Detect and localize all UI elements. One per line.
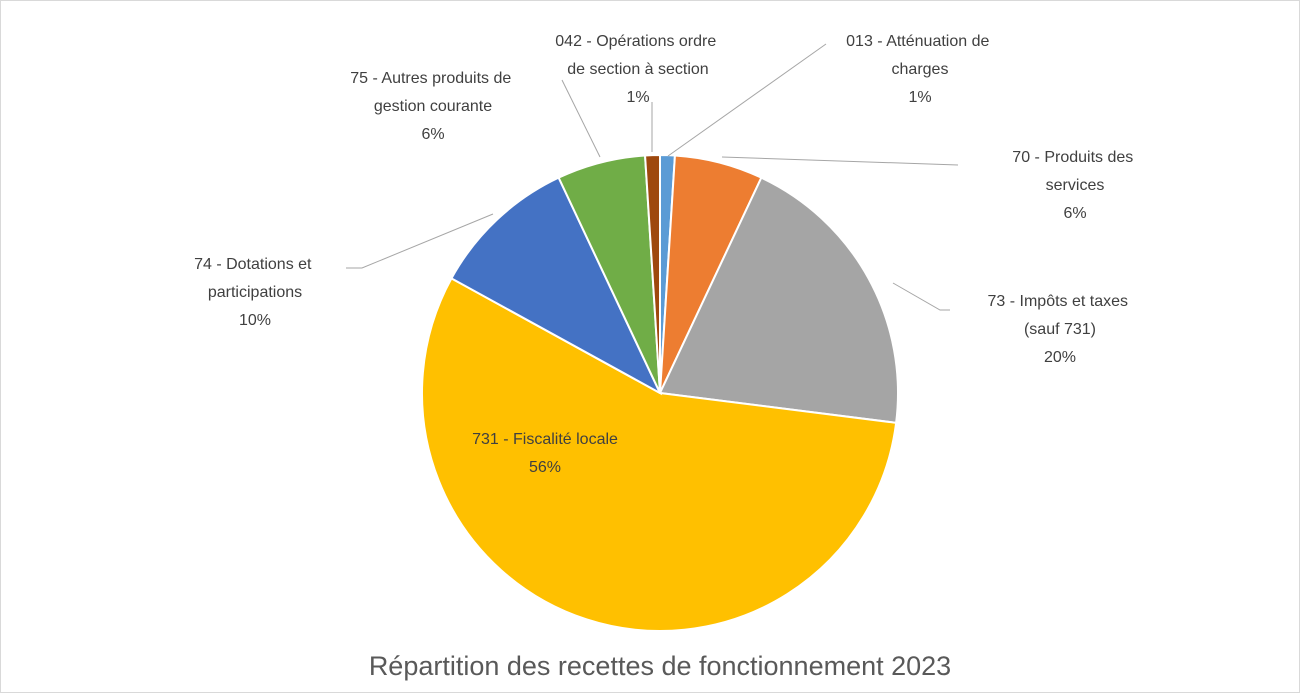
pie-slice — [658, 176, 899, 424]
slice-label: 70 - Produits des services — [1012, 149, 1137, 194]
label-line: 70 - Produits des — [1012, 149, 1137, 166]
label-line: 013 - Atténuation de — [846, 33, 994, 50]
label-line: 73 - Impôts et taxes — [988, 293, 1133, 310]
label-line: charges — [892, 61, 949, 78]
slice-label: 75 - Autres produits de gestion courante — [350, 70, 515, 115]
slice-label: 73 - Impôts et taxes (sauf 731) — [988, 293, 1133, 338]
slice-value-label: 20% — [1044, 349, 1076, 366]
slice-label: 013 - Atténuation de charges — [846, 33, 994, 78]
chart-title: Répartition des recettes de fonctionneme… — [369, 651, 951, 681]
label-line: (sauf 731) — [1024, 321, 1096, 338]
slice-value-label: 1% — [908, 89, 931, 106]
label-line: 75 - Autres produits de — [350, 70, 515, 87]
slice-label: 74 - Dotations et participations — [194, 256, 316, 301]
slice-value-label: 56% — [529, 459, 561, 476]
leader-line — [561, 79, 601, 158]
label-line: services — [1046, 177, 1105, 194]
label-line: de section à section — [567, 61, 708, 78]
leader-line — [667, 43, 827, 157]
pie-slice — [643, 153, 661, 394]
leader-line — [721, 156, 959, 166]
slice-value-label: 10% — [239, 312, 271, 329]
slice-value-label: 6% — [421, 126, 444, 143]
leader-line — [346, 213, 494, 269]
pie-slice — [421, 276, 898, 632]
label-line: gestion courante — [374, 98, 492, 115]
slice-value-label: 1% — [626, 89, 649, 106]
label-line: participations — [208, 284, 302, 301]
leader-line — [892, 282, 950, 311]
label-line: 74 - Dotations et — [194, 256, 316, 273]
slice-label: 042 - Opérations ordre de section à sect… — [555, 33, 720, 78]
slice-label: 731 - Fiscalité locale — [472, 431, 618, 448]
label-line: 042 - Opérations ordre — [555, 33, 720, 50]
slice-value-label: 6% — [1063, 205, 1086, 222]
label-line: 731 - Fiscalité locale — [472, 431, 618, 448]
pie-slice — [450, 176, 663, 396]
